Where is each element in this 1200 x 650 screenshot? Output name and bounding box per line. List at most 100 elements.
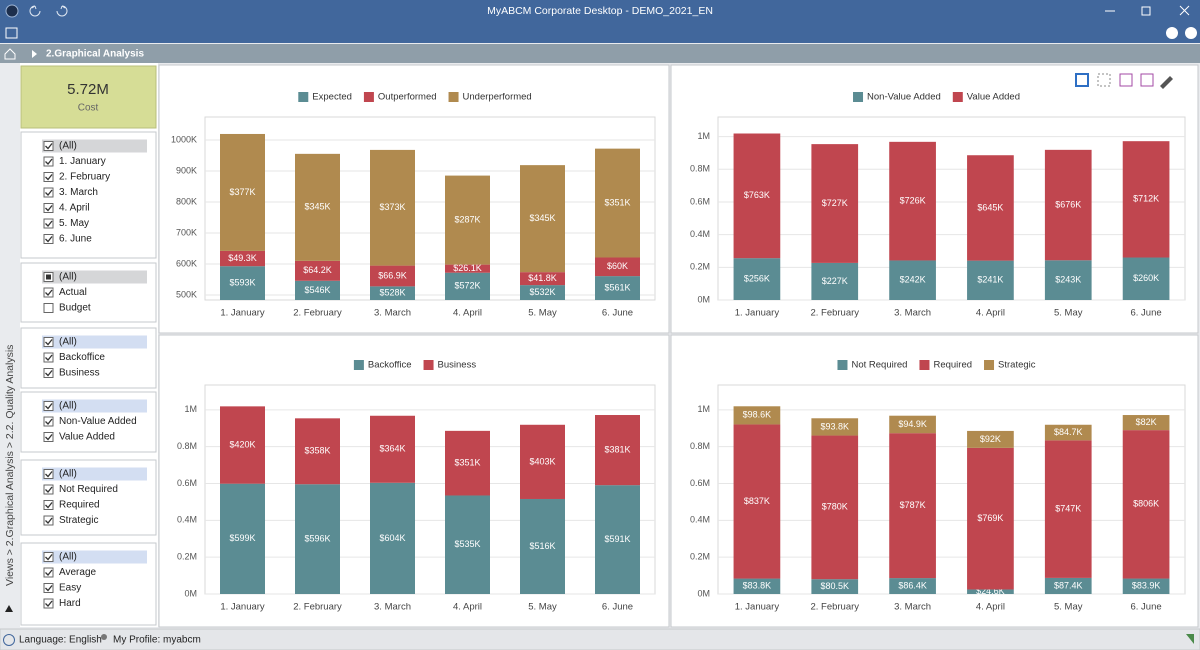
filter-item[interactable]: 5. May	[59, 218, 89, 229]
checkbox[interactable]	[43, 368, 54, 378]
edit-button[interactable]	[1160, 76, 1173, 89]
x-tick-label: 3. March	[894, 308, 931, 319]
checkbox[interactable]	[43, 432, 54, 442]
filter-item[interactable]: Budget	[59, 303, 91, 314]
y-tick-label: 0.2M	[177, 552, 197, 562]
checkbox[interactable]	[43, 337, 54, 347]
help-button[interactable]	[1185, 27, 1197, 39]
refresh-button[interactable]	[1075, 73, 1089, 87]
value-label: $528K	[379, 288, 405, 298]
bar-segment	[1044, 260, 1092, 300]
filter-item[interactable]: Required	[59, 500, 100, 511]
filter-item[interactable]: Easy	[59, 583, 81, 594]
info-button[interactable]	[1166, 27, 1178, 39]
filter-item[interactable]: Actual	[59, 287, 87, 298]
value-label: $64.2K	[303, 265, 332, 275]
checkbox[interactable]	[43, 187, 54, 198]
views-path[interactable]: Views > 2.Graphical Analysis > 2.2. Qual…	[4, 345, 16, 586]
grid-button[interactable]	[1097, 73, 1111, 87]
legend-entry: Strategic	[998, 360, 1036, 371]
value-label: $98.6K	[743, 410, 772, 420]
filter-item[interactable]: Backoffice	[59, 352, 105, 363]
filter-item[interactable]: (All)	[59, 141, 77, 152]
export-button[interactable]	[1140, 73, 1154, 87]
checkbox[interactable]	[43, 303, 54, 313]
checkbox[interactable]	[43, 552, 54, 562]
checkbox[interactable]	[43, 515, 54, 526]
filter-item[interactable]: 1. January	[59, 156, 106, 167]
profile-icon	[101, 634, 107, 640]
checkbox[interactable]	[43, 141, 54, 151]
checkbox[interactable]	[43, 500, 54, 510]
bar-segment	[889, 578, 936, 594]
status-language[interactable]: Language: English	[19, 635, 102, 646]
checkbox[interactable]	[43, 203, 54, 213]
filter-item[interactable]: Hard	[59, 598, 81, 609]
breadcrumb[interactable]: 2.Graphical Analysis	[46, 49, 144, 60]
bar-segment	[370, 482, 415, 594]
redo-button[interactable]	[56, 5, 68, 17]
checkbox[interactable]	[43, 583, 54, 593]
value-label: $60K	[607, 261, 628, 271]
checkbox[interactable]	[43, 234, 54, 244]
checkbox[interactable]	[43, 218, 54, 229]
layout-menu[interactable]	[5, 27, 18, 39]
value-label: $712K	[1133, 194, 1159, 204]
checkbox[interactable]	[43, 598, 54, 609]
filter-item[interactable]: 2. February	[59, 172, 110, 183]
checkbox[interactable]	[43, 172, 54, 182]
close-button[interactable]	[1179, 5, 1190, 16]
collapse-arrow[interactable]	[5, 605, 13, 612]
filter-item[interactable]: 4. April	[59, 203, 90, 214]
legend: Not Required Required Strategic	[837, 360, 1036, 371]
filter-item[interactable]: Value Added	[59, 432, 115, 443]
status-profile[interactable]: My Profile: myabcm	[113, 635, 201, 646]
bar-segment	[445, 264, 490, 273]
filter-item[interactable]: (All)	[59, 469, 77, 480]
filter-item[interactable]: Not Required	[59, 484, 118, 495]
filter-item[interactable]: (All)	[59, 552, 77, 563]
checkbox[interactable]	[43, 416, 54, 427]
checkbox[interactable]	[43, 352, 54, 363]
legend-entry: Outperformed	[378, 92, 437, 103]
filter-item[interactable]: 6. June	[59, 234, 92, 245]
value-label: $532K	[529, 287, 555, 297]
plot-area	[717, 116, 1186, 301]
value-label: $599K	[229, 533, 255, 543]
value-label: $516K	[529, 541, 555, 551]
check-mark	[45, 158, 53, 165]
checkbox[interactable]	[43, 287, 54, 298]
bar-segment	[1122, 430, 1170, 579]
filter-item[interactable]: Average	[59, 567, 97, 578]
check-mark	[45, 289, 53, 296]
filter-item[interactable]: Business	[59, 368, 100, 379]
filter-item[interactable]: Non-Value Added	[59, 416, 137, 427]
checkbox[interactable]	[43, 484, 54, 495]
maximize-button[interactable]	[1141, 6, 1151, 16]
undo-button[interactable]	[29, 5, 41, 17]
filter-item[interactable]: (All)	[59, 272, 77, 283]
value-label: $596K	[304, 534, 330, 544]
checkbox[interactable]	[43, 401, 54, 411]
home-button[interactable]	[4, 48, 16, 60]
checkbox[interactable]	[43, 156, 54, 167]
filter-item[interactable]: Strategic	[59, 515, 98, 526]
filter-item[interactable]: (All)	[59, 401, 77, 412]
bar-segment	[595, 257, 640, 277]
y-tick-label: 700K	[176, 227, 197, 237]
x-tick-label: 3. March	[374, 602, 411, 613]
filter-item[interactable]: 3. March	[59, 187, 98, 198]
value-label: $381K	[604, 444, 630, 454]
checkbox[interactable]	[43, 469, 54, 479]
checkbox[interactable]	[43, 567, 54, 578]
bar-segment	[220, 133, 265, 251]
bar-segment	[889, 433, 936, 579]
bar-segment	[520, 498, 565, 594]
value-label: $41.8K	[528, 273, 557, 283]
plot-area	[204, 384, 656, 595]
value-label: $94.9K	[898, 419, 927, 429]
save-button[interactable]	[1119, 73, 1133, 87]
filter-item[interactable]: (All)	[59, 337, 77, 348]
breadcrumb-arrow	[32, 50, 37, 58]
legend-swatch	[853, 92, 864, 102]
